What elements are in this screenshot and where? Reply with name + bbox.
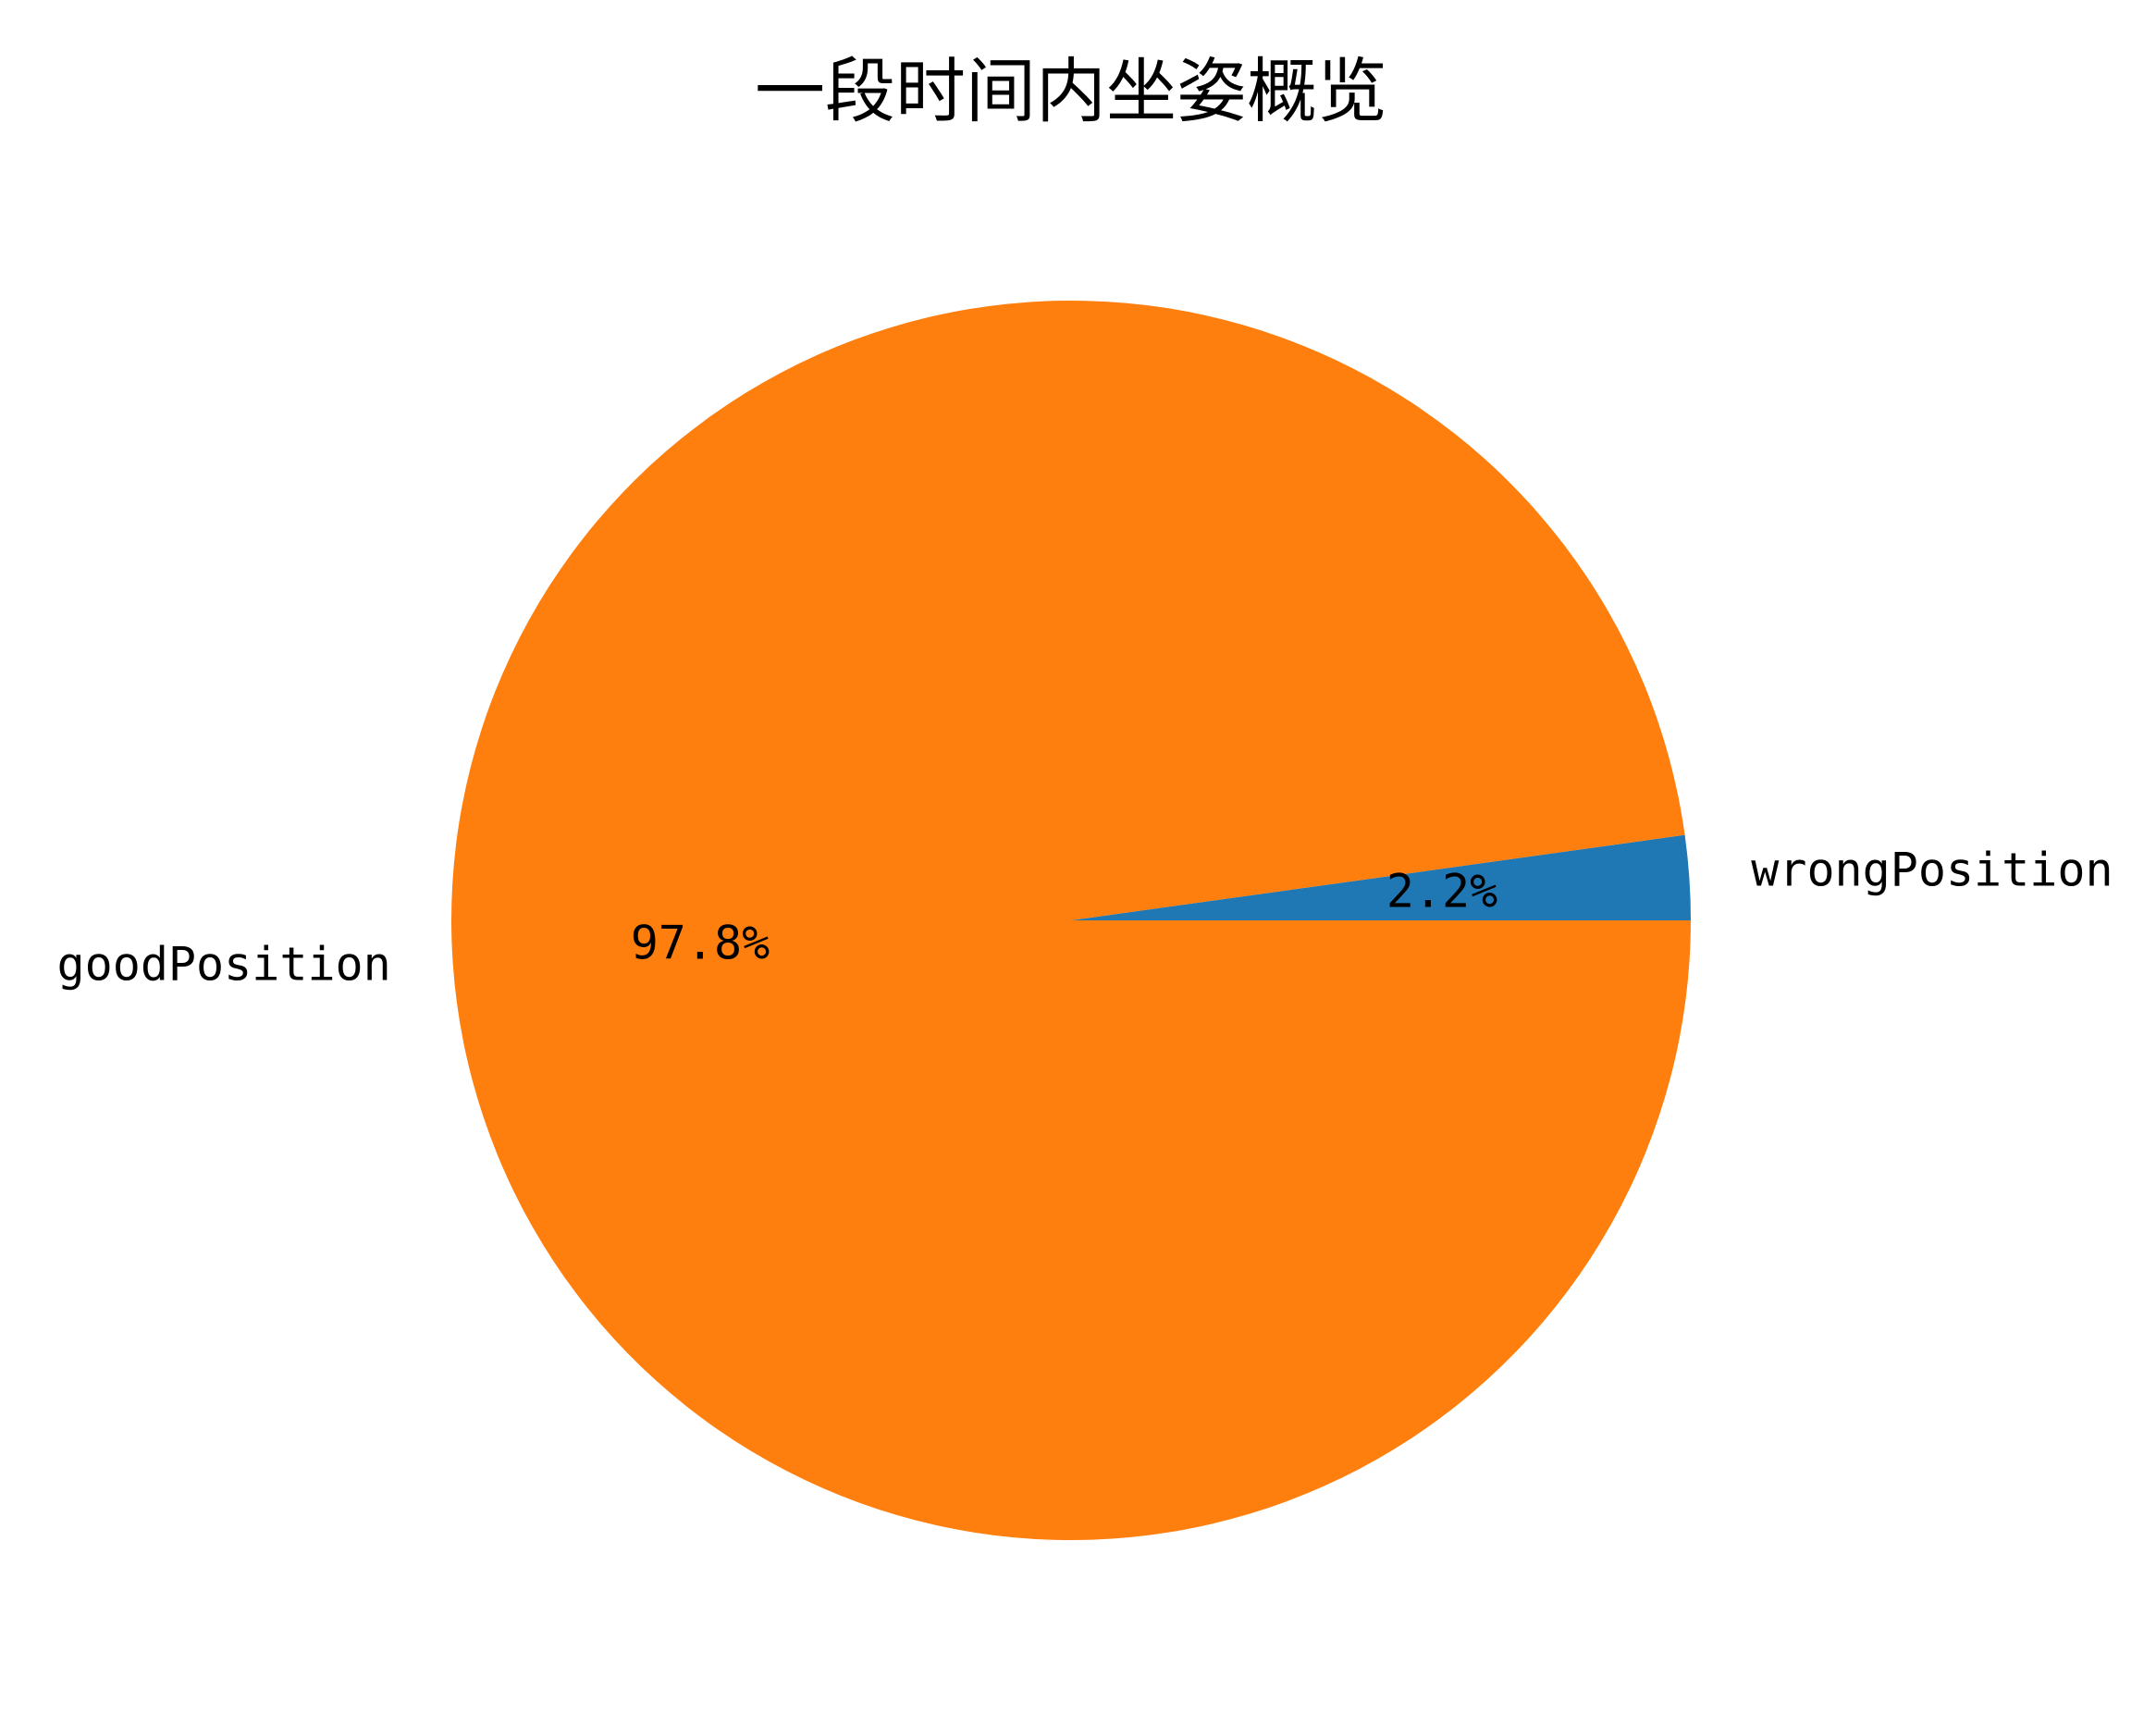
slice-label-goodPosition: goodPosition [57,937,391,991]
slice-value-goodPosition: 97.8% [631,916,770,969]
pie-slice-wrongPosition [1071,834,1691,920]
slice-value-wrongPosition: 2.2% [1386,865,1497,918]
slice-label-wrongPosition: wrongPosition [1751,844,2113,897]
chart-title: 一段时间内坐姿概览 [755,50,1387,132]
pie-labels: wrongPosition 2.2% goodPosition 97.8% [57,844,2113,992]
pie-slices [451,301,1691,1541]
pie-slice-goodPosition [451,301,1691,1541]
